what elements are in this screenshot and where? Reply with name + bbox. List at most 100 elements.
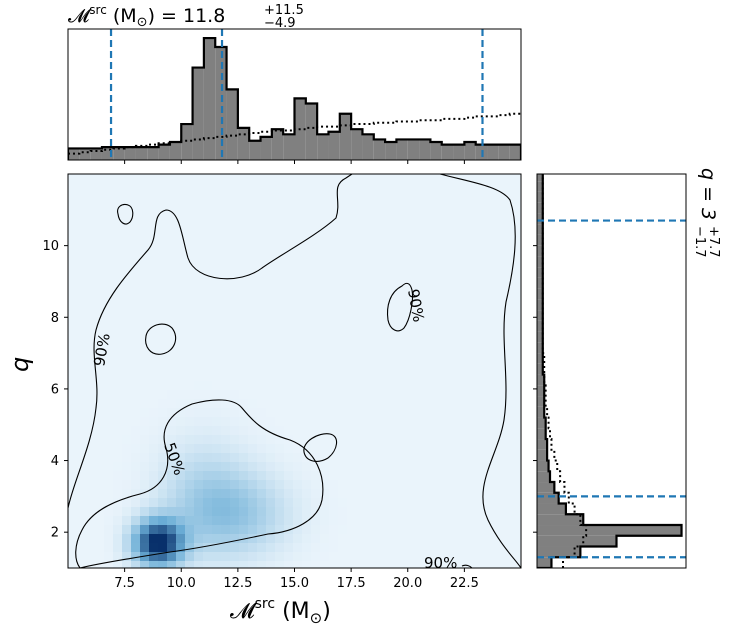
right-hist-bar — [537, 546, 581, 558]
right-hist-bar — [537, 535, 617, 547]
right-title: q = 3 +7.7 −1.7 — [692, 168, 721, 258]
right-prior-line — [541, 174, 588, 568]
x-tick-label: 22.5 — [450, 576, 479, 591]
top-hist-bar — [90, 148, 102, 160]
top-hist-bar — [317, 134, 329, 160]
top-hist-bar — [260, 136, 272, 160]
top-hist-bar — [498, 144, 510, 160]
svg-text:q = 3: q = 3 — [697, 168, 719, 220]
contour-50 — [75, 399, 324, 568]
top-title: 𝓜src (M⊙) = 11.8 — [68, 3, 225, 30]
top-hist-bar — [430, 142, 442, 160]
top-hist-bar — [453, 144, 465, 160]
top-hist-bar — [407, 139, 420, 160]
right-hist-bar — [537, 449, 548, 461]
right-hist-bar — [537, 503, 566, 515]
y-tick-label: 4 — [51, 454, 59, 469]
top-title-upper: +11.5 — [264, 3, 304, 18]
top-hist-bar — [509, 144, 521, 160]
right-hist-bar — [537, 439, 548, 450]
top-hist-bar — [283, 134, 295, 160]
top-hist-bar — [487, 144, 499, 160]
x-tick-label: 20.0 — [393, 576, 422, 591]
top-hist-bar — [135, 147, 148, 160]
top-hist-bar — [101, 147, 114, 160]
right-histogram-frame — [536, 173, 687, 569]
right-hist-bar — [537, 342, 543, 354]
right-hist-bar — [537, 320, 543, 332]
top-hist-bar — [192, 67, 204, 160]
right-hist-bar — [537, 353, 543, 364]
top-hist-bar — [113, 147, 125, 160]
y-axis-label: q — [6, 357, 34, 372]
right-hist-bar — [537, 417, 546, 429]
top-hist-bar — [158, 144, 170, 160]
top-hist-bar — [169, 142, 182, 160]
top-hist-bar — [362, 134, 374, 160]
right-hist-bar — [537, 363, 543, 375]
right-hist-bar — [537, 234, 543, 246]
top-hist-bar — [79, 148, 91, 160]
right-hist-bar — [537, 525, 682, 536]
right-hist-bar — [537, 385, 545, 397]
y-tick-label: 10 — [42, 239, 59, 254]
x-tick-label: 10.0 — [167, 576, 196, 591]
right-hist-bar — [537, 191, 543, 203]
right-hist-bar — [537, 514, 584, 526]
top-hist-bar — [147, 147, 159, 160]
x-axis-label: 𝓜src (M⊙) — [230, 596, 331, 627]
right-hist-bar — [537, 428, 546, 440]
right-hist-bar — [537, 492, 559, 504]
right-hist-bar — [537, 374, 545, 386]
y-tick-label: 2 — [51, 526, 59, 541]
top-hist-bar — [464, 142, 476, 160]
x-tick-label: 17.5 — [337, 576, 366, 591]
right-histogram — [533, 173, 687, 569]
right-hist-bar — [537, 224, 543, 235]
top-hist-bar — [203, 38, 216, 160]
top-hist-bar — [181, 124, 193, 160]
right-title-lower: −1.7 — [692, 226, 707, 258]
top-hist-bar — [305, 103, 318, 160]
right-hist-bar — [537, 267, 543, 278]
right-hist-bar — [537, 213, 543, 225]
x-tick-label: 15.0 — [280, 576, 309, 591]
top-hist-bar — [419, 139, 431, 160]
right-hist-bar — [537, 310, 543, 321]
right-hist-bar — [537, 396, 545, 407]
contour-90-island-1 — [117, 203, 134, 225]
main-density-panel: 90% 50% 90% 90% 7.5 10.0 12.5 15.0 17.5 20.0 2… — [42, 173, 522, 591]
right-hist-bar — [537, 277, 543, 289]
right-title-upper: +7.7 — [706, 226, 721, 258]
y-tick-label: 8 — [51, 311, 59, 326]
top-hist-bar — [396, 139, 408, 160]
top-hist-bar — [475, 144, 488, 160]
right-hist-bar — [537, 256, 543, 268]
contour-90-island-4 — [303, 433, 338, 462]
top-posterior-outline — [68, 36, 521, 160]
x-tick-label: 12.5 — [223, 576, 252, 591]
top-hist-bar — [441, 144, 454, 160]
contour-90-island-2 — [145, 323, 177, 355]
top-hist-bar — [339, 113, 352, 160]
y-tick-label: 6 — [51, 382, 59, 397]
right-hist-bar — [537, 471, 551, 483]
right-hist-bar — [537, 245, 543, 257]
top-hist-bar — [215, 47, 227, 160]
right-hist-bar — [537, 557, 552, 568]
top-hist-bar — [226, 89, 238, 160]
x-tick-label: 7.5 — [114, 576, 135, 591]
right-hist-bar — [537, 406, 545, 418]
right-hist-bar — [537, 482, 555, 493]
top-hist-bar — [237, 127, 250, 160]
top-prior-line — [68, 112, 521, 155]
top-hist-bar — [249, 140, 261, 160]
top-histogram — [67, 28, 522, 164]
top-hist-bar — [351, 129, 363, 160]
top-hist-bar — [373, 139, 386, 160]
right-hist-bar — [537, 174, 543, 182]
top-title-lower: −4.9 — [264, 16, 296, 31]
contour-90-outer — [68, 174, 521, 568]
contour-label-90-bottom: 90% — [424, 554, 457, 572]
